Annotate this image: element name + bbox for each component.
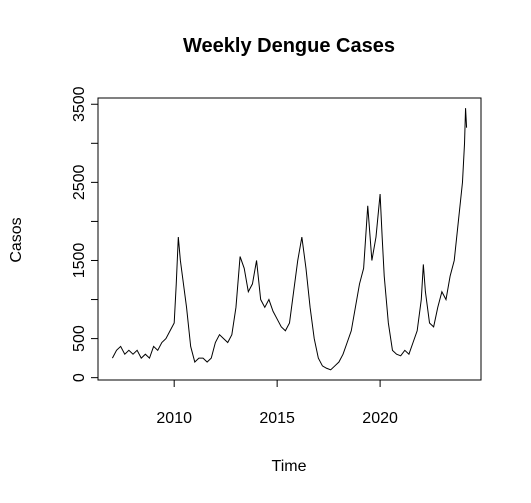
y-axis-label: Casos xyxy=(8,217,25,262)
y-tick-label: 1500 xyxy=(71,243,88,279)
plot-box xyxy=(97,97,482,381)
data-line xyxy=(111,108,468,371)
x-tick-label: 2010 xyxy=(156,410,192,427)
x-tick-label: 2015 xyxy=(259,410,295,427)
y-tick-label: 500 xyxy=(71,325,88,352)
chart-title: Weekly Dengue Cases xyxy=(183,35,395,57)
y-tick-label: 2500 xyxy=(71,164,88,200)
y-tick-label: 0 xyxy=(71,373,88,382)
x-axis-label: Time xyxy=(272,458,307,475)
x-tick-label: 2020 xyxy=(362,410,398,427)
y-tick-label: 3500 xyxy=(71,86,88,122)
